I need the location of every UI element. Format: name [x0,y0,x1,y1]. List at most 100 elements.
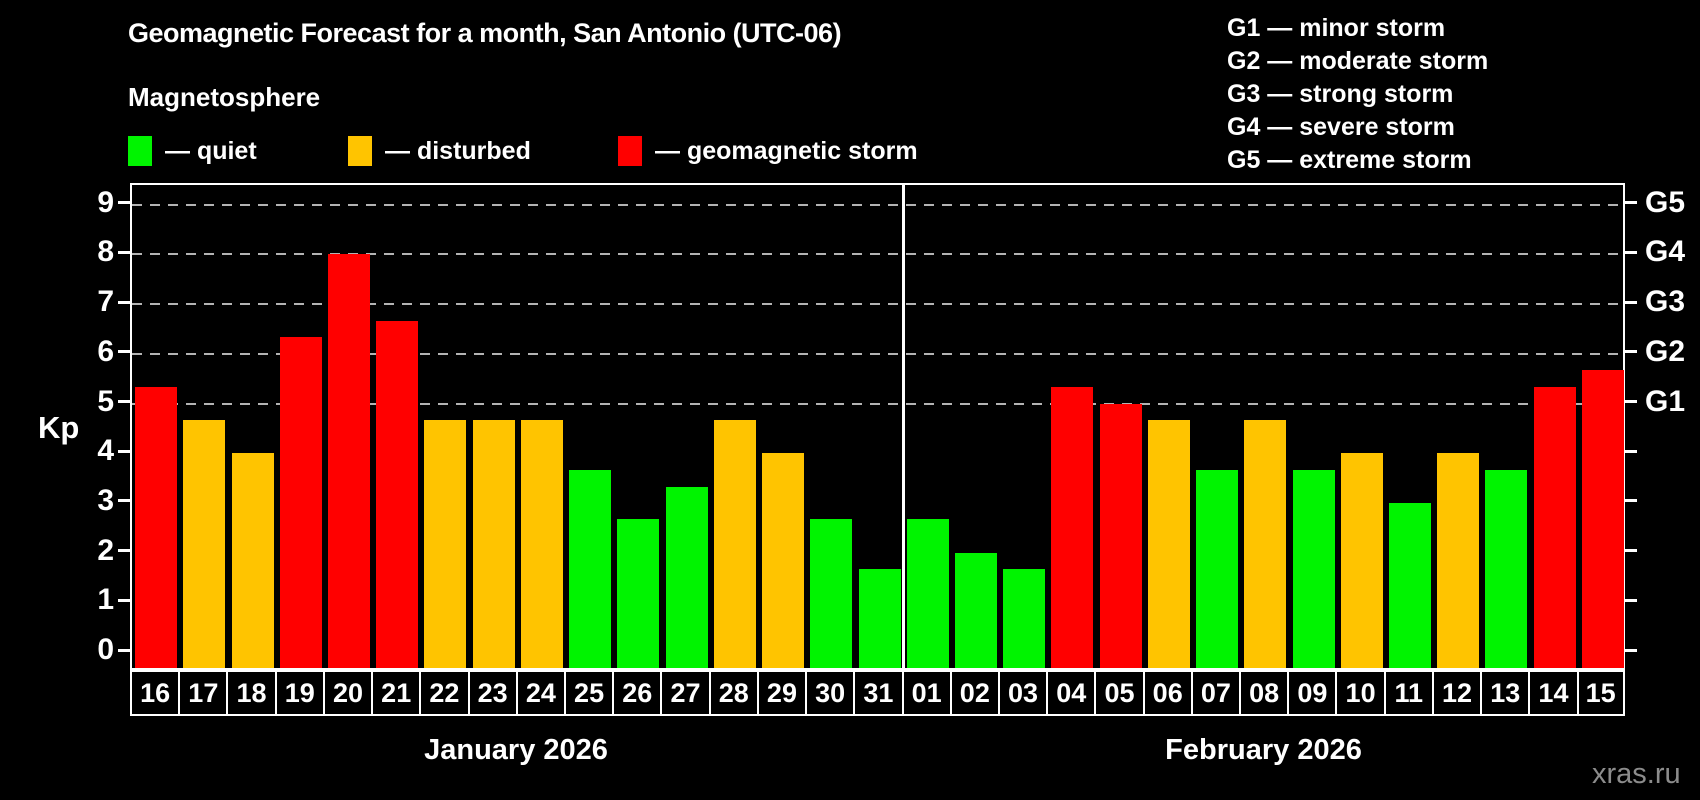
right-axis-tick-6 [1625,350,1637,354]
disturbed-color-swatch [348,136,372,166]
month-label-january: January 2026 [424,734,608,766]
watermark: xras.ru [1592,758,1681,790]
g5-legend-line: G5 — extreme storm [1227,146,1472,174]
gridline-kp8 [132,253,1623,256]
kp-bar-day-09 [1292,469,1335,668]
left-axis-tick-7 [118,300,130,304]
g3-legend-line: G3 — strong storm [1227,80,1454,108]
kp-tick-label-8: 8 [97,235,114,269]
right-axis-tick-8 [1625,250,1637,254]
legend-label-disturbed: — disturbed [385,136,531,165]
kp-bar-day-08 [1244,419,1287,668]
day-cell-27: 27 [660,670,709,716]
storm-color-swatch [618,136,642,166]
right-axis-tick-0 [1625,648,1637,652]
day-cell-26: 26 [612,670,661,716]
g4-legend-line: G4 — severe storm [1227,113,1455,141]
day-label-row: 16 17 18 19 20 21 22 23 24 25 26 27 28 29 30 31 01 02 03 04… [130,670,1625,716]
kp-bar-day-29 [762,453,805,668]
left-axis-tick-3 [118,499,130,503]
day-cell-29: 29 [756,670,806,716]
left-axis-tick-8 [118,250,130,254]
right-axis-tick-5 [1625,400,1637,404]
kp-bar-day-05 [1099,403,1142,668]
g-axis-label-G3: G3 [1645,285,1686,319]
g-axis-label-G1: G1 [1645,384,1686,418]
kp-bar-day-24 [520,419,563,668]
page-title: Geomagnetic Forecast for a month, San An… [128,18,842,48]
kp-bar-day-25 [569,469,612,668]
month-label-february: February 2026 [1165,734,1362,766]
kp-tick-label-2: 2 [97,533,114,567]
kp-bar-day-17 [183,419,226,668]
kp-bar-day-27 [665,486,708,668]
day-cell-15: 15 [1576,670,1625,716]
kp-bar-day-06 [1147,419,1190,668]
day-cell-11: 11 [1383,670,1432,716]
kp-tick-label-3: 3 [97,483,114,517]
kp-bar-day-23 [472,419,515,668]
kp-tick-label-0: 0 [97,633,114,666]
plot-area [130,183,1625,670]
day-cell-03: 03 [997,670,1047,716]
legend-item-disturbed: — disturbed [348,136,531,166]
kp-bar-day-03 [1003,569,1046,668]
day-cell-12: 12 [1431,670,1481,716]
left-axis-tick-5 [118,400,130,404]
g-axis-label-G2: G2 [1645,334,1686,368]
legend-item-storm: — geomagnetic storm [618,136,918,166]
day-cell-21: 21 [371,670,420,716]
legend-item-quiet: — quiet [128,136,257,166]
kp-bar-day-07 [1196,469,1239,668]
day-cell-04: 04 [1046,670,1095,716]
left-axis-tick-1 [118,598,130,602]
day-cell-18: 18 [226,670,275,716]
left-axis-tick-4 [118,449,130,453]
day-cell-30: 30 [805,670,854,716]
kp-bar-day-11 [1388,502,1431,668]
kp-bar-day-12 [1437,453,1480,668]
quiet-color-swatch [128,136,152,166]
gridline-kp5 [132,402,1623,405]
kp-bar-day-16 [135,387,178,668]
right-axis-tick-3 [1625,499,1637,503]
left-axis-tick-0 [118,648,130,652]
day-cell-06: 06 [1142,670,1191,716]
day-cell-19: 19 [274,670,323,716]
gridline-kp9 [132,203,1623,206]
right-axis-tick-1 [1625,598,1637,602]
day-cell-31: 31 [853,670,902,716]
day-cell-16: 16 [130,670,179,716]
day-cell-24: 24 [515,670,564,716]
left-axis-tick-9 [118,201,130,205]
kp-tick-label-6: 6 [97,334,114,368]
day-cell-13: 13 [1480,670,1529,716]
kp-bar-day-22 [424,419,467,668]
kp-bar-day-15 [1581,370,1624,668]
kp-bar-day-21 [376,320,419,668]
right-axis-tick-2 [1625,549,1637,553]
kp-bar-day-20 [328,254,371,668]
gridline-kp6 [132,352,1623,355]
kp-bar-day-10 [1340,453,1383,668]
day-cell-28: 28 [708,670,757,716]
right-axis-tick-7 [1625,300,1637,304]
day-cell-05: 05 [1094,670,1143,716]
kp-bar-day-30 [810,519,853,668]
day-cell-17: 17 [178,670,227,716]
g1-legend-line: G1 — minor storm [1227,14,1446,42]
g-axis-label-G5: G5 [1645,185,1686,219]
day-cell-23: 23 [467,670,516,716]
day-cell-10: 10 [1335,670,1384,716]
g-axis-label-G4: G4 [1645,235,1686,269]
kp-bar-day-14 [1533,387,1576,668]
day-cell-08: 08 [1239,670,1288,716]
right-axis-tick-4 [1625,449,1637,453]
right-axis-tick-9 [1625,201,1637,205]
kp-bar-day-04 [1051,387,1094,668]
kp-tick-label-7: 7 [97,285,114,319]
kp-bar-day-28 [713,419,756,668]
day-cell-20: 20 [322,670,372,716]
kp-bar-day-18 [231,453,274,668]
